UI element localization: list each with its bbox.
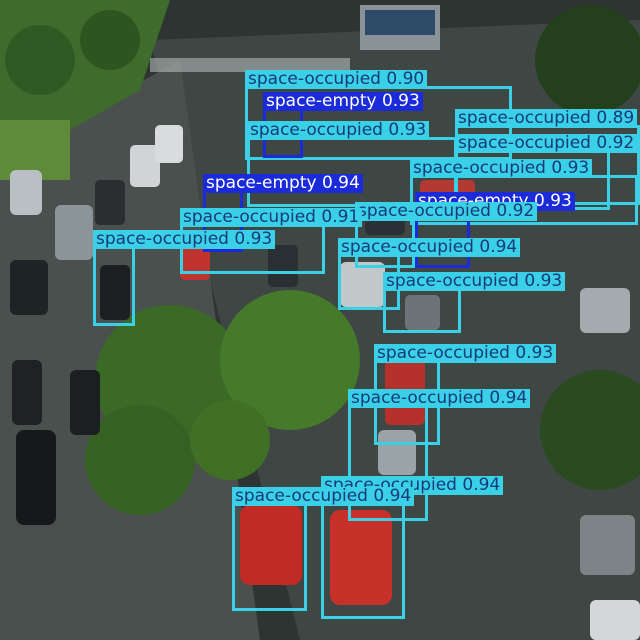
detection-label: space-occupied 0.93: [410, 159, 593, 178]
detection-box: space-occupied 0.94: [348, 389, 531, 521]
detection-box: space-occupied 0.94: [321, 476, 504, 619]
detection-box: space-occupied 0.94: [232, 487, 415, 611]
detection-label: space-occupied 0.93: [93, 230, 276, 249]
detection-label: space-occupied 0.92: [455, 134, 638, 153]
detection-label: space-occupied 0.93: [383, 272, 566, 291]
detection-box: space-occupied 0.93: [93, 230, 276, 326]
detection-label: space-empty 0.93: [263, 92, 423, 111]
detection-label: space-occupied 0.90: [245, 70, 428, 89]
detection-label: space-occupied 0.94: [232, 487, 415, 506]
detection-box: space-occupied 0.93: [383, 272, 566, 333]
detection-label: space-occupied 0.92: [355, 202, 538, 221]
detection-label: space-occupied 0.89: [455, 109, 638, 128]
detection-box: space-occupied 0.93: [410, 159, 638, 225]
detection-box: space-occupied 0.93: [247, 121, 457, 207]
detection-box: space-occupied 0.90: [245, 70, 512, 160]
detection-label: space-occupied 0.94: [348, 389, 531, 408]
detection-label: space-occupied 0.93: [374, 344, 557, 363]
detection-label: space-occupied 0.91: [180, 208, 363, 227]
detection-label: space-occupied 0.94: [338, 238, 521, 257]
detection-label: space-empty 0.94: [203, 174, 363, 193]
detection-label: space-occupied 0.93: [247, 121, 430, 140]
detection-box: space-occupied 0.91: [180, 208, 363, 274]
